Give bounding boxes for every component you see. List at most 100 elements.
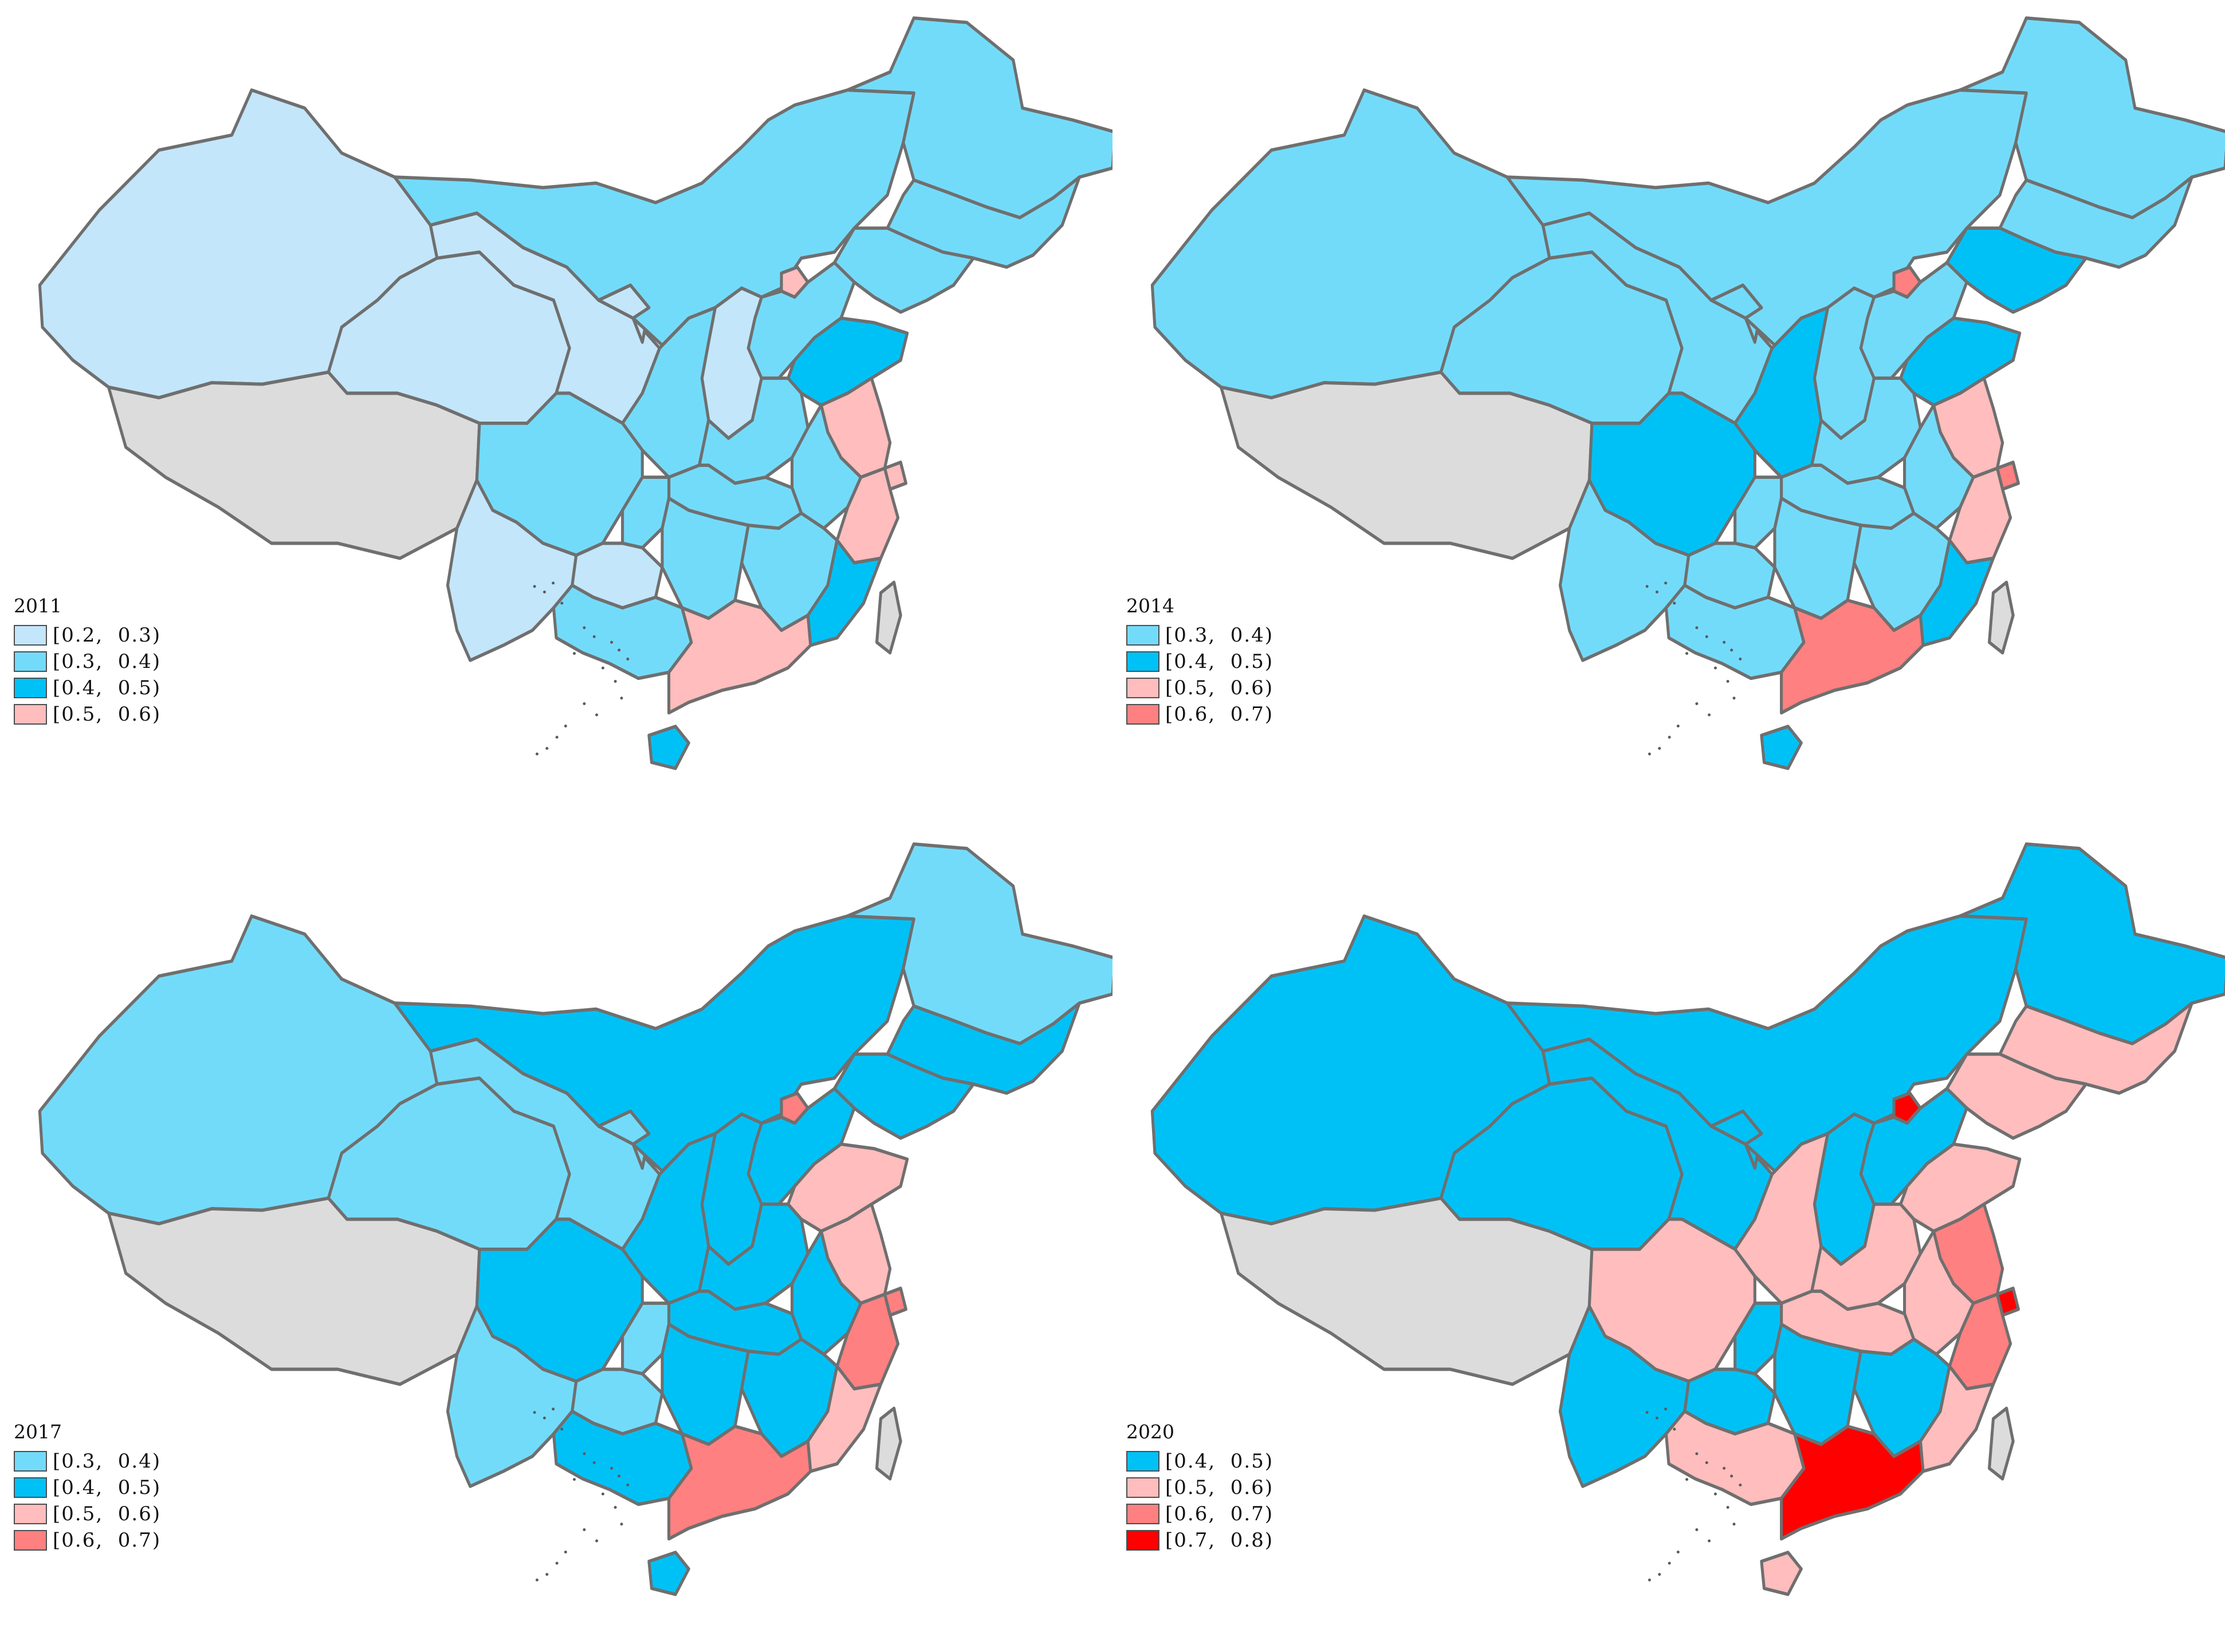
- region-heilongjiang: [1959, 842, 2225, 1045]
- island-dot: [1655, 591, 1658, 593]
- island-dot: [552, 1407, 555, 1411]
- region-heilongjiang: [846, 842, 1112, 1045]
- legend: 2014 [0.3, 0.4) [0.4, 0.5) [0.5, 0.6) [0…: [1126, 596, 1273, 727]
- island-dot: [543, 591, 546, 593]
- legend-item: [0.6, 0.7): [1126, 1501, 1273, 1527]
- island-dot: [1676, 725, 1680, 727]
- island-dot: [1664, 1407, 1668, 1411]
- legend-item: [0.7, 0.8): [1126, 1527, 1273, 1553]
- island-dot: [543, 1417, 546, 1419]
- region-hainan: [1760, 725, 1803, 770]
- island-dot: [583, 626, 586, 630]
- legend-swatch: [1126, 1530, 1159, 1551]
- island-dot: [1664, 581, 1668, 585]
- legend-item: [0.3, 0.4): [14, 1448, 161, 1474]
- island-dot: [1723, 1466, 1726, 1470]
- legend-item: [0.5, 0.6): [1126, 1474, 1273, 1501]
- island-dot: [1713, 666, 1717, 670]
- island-dot: [560, 1427, 564, 1431]
- island-dot: [1695, 702, 1699, 705]
- legend-swatch: [1126, 1451, 1159, 1472]
- island-dot: [610, 640, 614, 644]
- island-dot: [601, 666, 604, 670]
- island-dot: [1730, 1474, 1733, 1478]
- island-dot: [552, 581, 555, 585]
- legend-label: [0.2, 0.3): [53, 624, 162, 647]
- legend-swatch: [14, 1530, 47, 1551]
- region-taiwan: [875, 580, 902, 655]
- region-guangdong: [1780, 1425, 1925, 1541]
- legend-item: [0.6, 0.7): [1126, 701, 1273, 727]
- island-dot: [592, 1461, 596, 1464]
- legend: 2011 [0.2, 0.3) [0.3, 0.4) [0.4, 0.5) [0…: [14, 596, 161, 727]
- region-fujian: [1919, 1364, 1995, 1473]
- map-panel-2011: 2011 [0.2, 0.3) [0.3, 0.4) [0.4, 0.5) [0…: [0, 0, 1112, 826]
- island-dot: [614, 1506, 617, 1509]
- island-dot: [545, 747, 549, 750]
- legend-swatch: [14, 1451, 47, 1472]
- legend-swatch: [1126, 1477, 1159, 1498]
- legend-item: [0.6, 0.7): [14, 1527, 161, 1553]
- provinces-group: [38, 842, 1112, 1596]
- legend-label: [0.3, 0.4): [53, 1450, 162, 1473]
- legend-label: [0.4, 0.5): [53, 1476, 162, 1499]
- legend-label: [0.6, 0.7): [53, 1529, 162, 1552]
- island-dot: [1648, 1578, 1651, 1582]
- legend-item: [0.3, 0.4): [1126, 622, 1273, 648]
- legend-title-year: 2017: [14, 1421, 62, 1443]
- island-dot: [1658, 1573, 1661, 1576]
- legend-label: [0.3, 0.4): [53, 650, 162, 673]
- region-fujian: [806, 1364, 883, 1473]
- legend-title-year: 2014: [1126, 595, 1174, 617]
- legend-label: [0.3, 0.4): [1165, 624, 1274, 647]
- island-dot: [1676, 1551, 1680, 1553]
- region-hainan: [647, 1551, 690, 1596]
- legend-swatch: [14, 1504, 47, 1524]
- region-fujian: [806, 538, 883, 647]
- region-guangdong: [1780, 599, 1925, 715]
- legend-label: [0.6, 0.7): [1165, 1502, 1274, 1525]
- legend-label: [0.4, 0.5): [53, 676, 162, 699]
- island-dot: [1655, 1417, 1658, 1419]
- legend-swatch: [14, 625, 47, 646]
- legend-item: [0.2, 0.3): [14, 622, 161, 648]
- island-dot: [620, 1523, 623, 1526]
- legend-label: [0.4, 0.5): [1165, 650, 1274, 673]
- island-dot: [545, 1573, 549, 1576]
- region-guangdong: [667, 1425, 812, 1541]
- region-fujian: [1919, 538, 1995, 647]
- legend-item: [0.4, 0.5): [14, 1474, 161, 1501]
- island-dot: [1695, 1452, 1699, 1456]
- region-taiwan: [875, 1406, 902, 1481]
- legend-label: [0.5, 0.6): [53, 1502, 162, 1525]
- region-heilongjiang: [846, 16, 1112, 219]
- island-dot: [583, 702, 586, 705]
- legend: 2017 [0.3, 0.4) [0.4, 0.5) [0.5, 0.6) [0…: [14, 1422, 161, 1553]
- island-dot: [1739, 1484, 1742, 1486]
- legend-label: [0.5, 0.6): [1165, 676, 1274, 699]
- region-hainan: [647, 725, 690, 770]
- island-dot: [618, 648, 621, 652]
- legend-label: [0.5, 0.6): [1165, 1476, 1274, 1499]
- island-dot: [1685, 652, 1689, 655]
- island-dot: [1668, 1561, 1671, 1565]
- island-dot: [1648, 752, 1651, 756]
- map-panel-2014: 2014 [0.3, 0.4) [0.4, 0.5) [0.5, 0.6) [0…: [1112, 0, 2225, 826]
- island-dot: [573, 652, 576, 655]
- legend-swatch: [14, 651, 47, 672]
- island-dot: [1673, 1427, 1676, 1431]
- island-dot: [564, 1551, 567, 1553]
- legend-swatch: [1126, 704, 1159, 725]
- region-taiwan: [1988, 580, 2015, 655]
- legend-swatch: [14, 704, 47, 725]
- legend-swatch: [1126, 625, 1159, 646]
- island-dot: [533, 585, 536, 588]
- island-dot: [592, 635, 596, 638]
- island-dot: [1739, 658, 1742, 660]
- island-dot: [626, 1484, 630, 1486]
- legend-title-year: 2020: [1126, 1421, 1174, 1443]
- island-dot: [1658, 747, 1661, 750]
- region-taiwan: [1988, 1406, 2015, 1481]
- legend-item: [0.4, 0.5): [1126, 1448, 1273, 1474]
- legend-item: [0.4, 0.5): [1126, 648, 1273, 675]
